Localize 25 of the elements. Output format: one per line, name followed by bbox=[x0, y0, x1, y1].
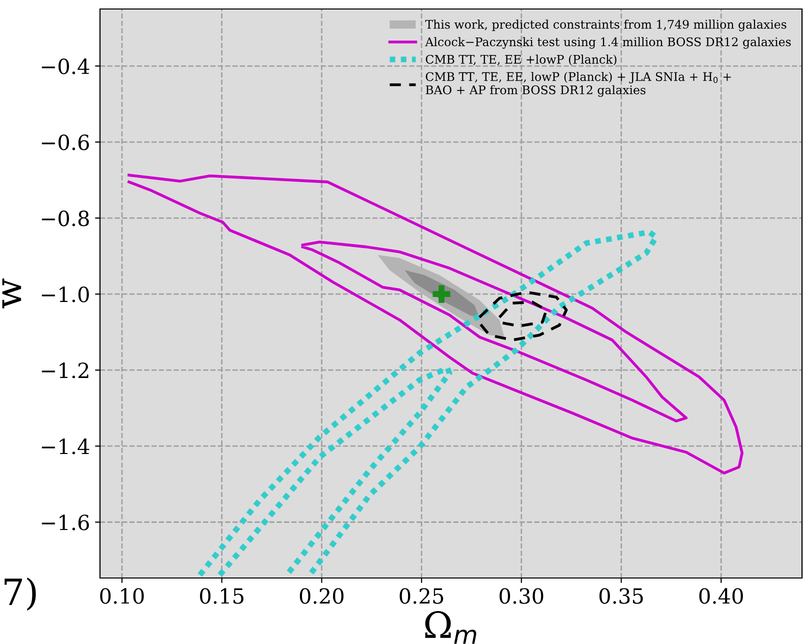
line-series bbox=[478, 290, 568, 342]
legend-label: Alcock−Paczynski test using 1.4 million BOSS DR12 galaxies bbox=[425, 37, 791, 49]
y-tick-label: −1.4 bbox=[42, 438, 90, 454]
x-tick-label: 0.35 bbox=[599, 588, 643, 604]
x-tick-label: 0.15 bbox=[200, 588, 244, 604]
y-tick-label: −0.6 bbox=[42, 134, 89, 150]
y-axis-title: w bbox=[2, 278, 22, 308]
line-series bbox=[128, 174, 744, 474]
x-tick-label: 0.40 bbox=[699, 588, 743, 604]
x-tick-label: 0.30 bbox=[500, 588, 544, 604]
x-tick-label: 0.20 bbox=[300, 588, 344, 604]
legend-label: CMB TT, TE, EE +lowP (Planck) bbox=[426, 54, 616, 66]
y-tick-label: −0.4 bbox=[42, 58, 90, 74]
text: 7) bbox=[4, 578, 36, 611]
text: CMB TT, TE, EE, lowP (Planck) + JLA SNIa + H$_{0}$ + BAO + AP from BOSS DR12 galaxies bbox=[426, 72, 731, 97]
x-axis-title: Ω$_{m}$ bbox=[425, 611, 476, 644]
y-tick-label: −1.0 bbox=[42, 286, 89, 302]
line-series bbox=[301, 240, 688, 422]
x-tick-label: 0.25 bbox=[400, 588, 444, 604]
x-tick-label: 0.10 bbox=[100, 588, 144, 604]
line-series bbox=[498, 300, 548, 328]
y-tick-label: −0.8 bbox=[42, 210, 89, 226]
y-tick-label: −1.2 bbox=[42, 362, 88, 378]
y-tick-label: −1.6 bbox=[42, 514, 89, 530]
legend-label: This work, predicted constraints from 1,749 million galaxies bbox=[425, 20, 786, 32]
